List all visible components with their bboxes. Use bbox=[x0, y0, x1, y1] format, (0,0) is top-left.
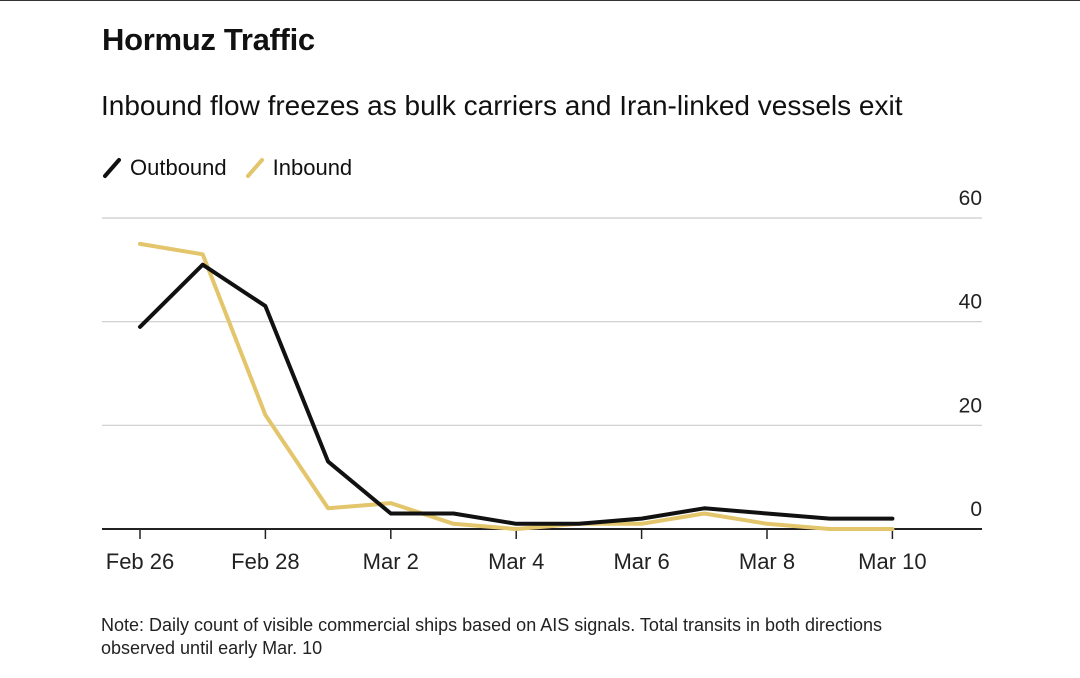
x-tick-label: Mar 6 bbox=[613, 549, 669, 574]
legend-label-inbound: Inbound bbox=[272, 155, 353, 180]
legend-label-outbound: Outbound bbox=[130, 155, 227, 180]
series-line-inbound bbox=[138, 241, 895, 531]
x-tick-label: Mar 10 bbox=[858, 549, 926, 574]
x-tick-label: Mar 4 bbox=[488, 549, 544, 574]
x-tick-label: Feb 28 bbox=[231, 549, 300, 574]
series-line-outbound bbox=[138, 262, 895, 526]
x-tick-label: Mar 2 bbox=[363, 549, 419, 574]
legend-item-outbound: Outbound bbox=[102, 155, 227, 181]
legend-swatch-inbound bbox=[245, 158, 264, 178]
y-tick-label: 0 bbox=[970, 498, 982, 521]
footnote: Note: Daily count of visible commercial … bbox=[101, 615, 883, 658]
chart-title: Hormuz Traffic bbox=[102, 22, 315, 57]
legend-item-inbound: Inbound bbox=[245, 155, 353, 181]
legend: Outbound Inbound bbox=[102, 155, 370, 181]
legend-swatch-outbound bbox=[103, 158, 121, 178]
x-tick-label: Mar 8 bbox=[739, 549, 795, 574]
y-tick-label: 60 bbox=[959, 187, 982, 210]
chart-subtitle: Inbound flow freezes as bulk carriers an… bbox=[101, 90, 903, 121]
y-tick-label: 20 bbox=[959, 394, 982, 417]
top-rule bbox=[0, 0, 1080, 1]
y-tick-label: 40 bbox=[959, 291, 982, 314]
x-tick-label: Feb 26 bbox=[106, 549, 175, 574]
